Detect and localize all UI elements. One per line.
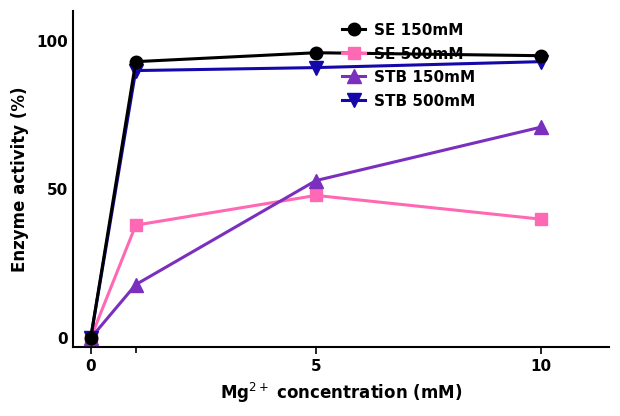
STB 500mM: [132, 68, 140, 73]
STB 500mM: [87, 336, 94, 341]
STB 150mM: [312, 178, 320, 183]
SE 150mM: [87, 336, 94, 341]
SE 500mM: [132, 223, 140, 228]
STB 150mM: [132, 282, 140, 287]
Line: SE 150mM: SE 150mM: [84, 47, 547, 344]
X-axis label: Mg$^{2+}$ concentration (mM): Mg$^{2+}$ concentration (mM): [219, 381, 462, 405]
SE 500mM: [87, 336, 94, 341]
Legend: SE 150mM, SE 500mM, STB 150mM, STB 500mM: SE 150mM, SE 500mM, STB 150mM, STB 500mM: [338, 19, 480, 114]
Line: STB 500mM: STB 500mM: [84, 55, 548, 345]
Y-axis label: Enzyme activity (%): Enzyme activity (%): [11, 87, 29, 272]
Line: SE 500mM: SE 500mM: [84, 189, 547, 344]
Line: STB 150mM: STB 150mM: [84, 120, 548, 345]
SE 500mM: [538, 217, 545, 222]
SE 150mM: [538, 53, 545, 58]
SE 500mM: [312, 193, 320, 198]
STB 150mM: [87, 336, 94, 341]
SE 150mM: [132, 59, 140, 64]
SE 150mM: [312, 50, 320, 55]
STB 500mM: [538, 59, 545, 64]
STB 150mM: [538, 124, 545, 129]
STB 500mM: [312, 65, 320, 70]
